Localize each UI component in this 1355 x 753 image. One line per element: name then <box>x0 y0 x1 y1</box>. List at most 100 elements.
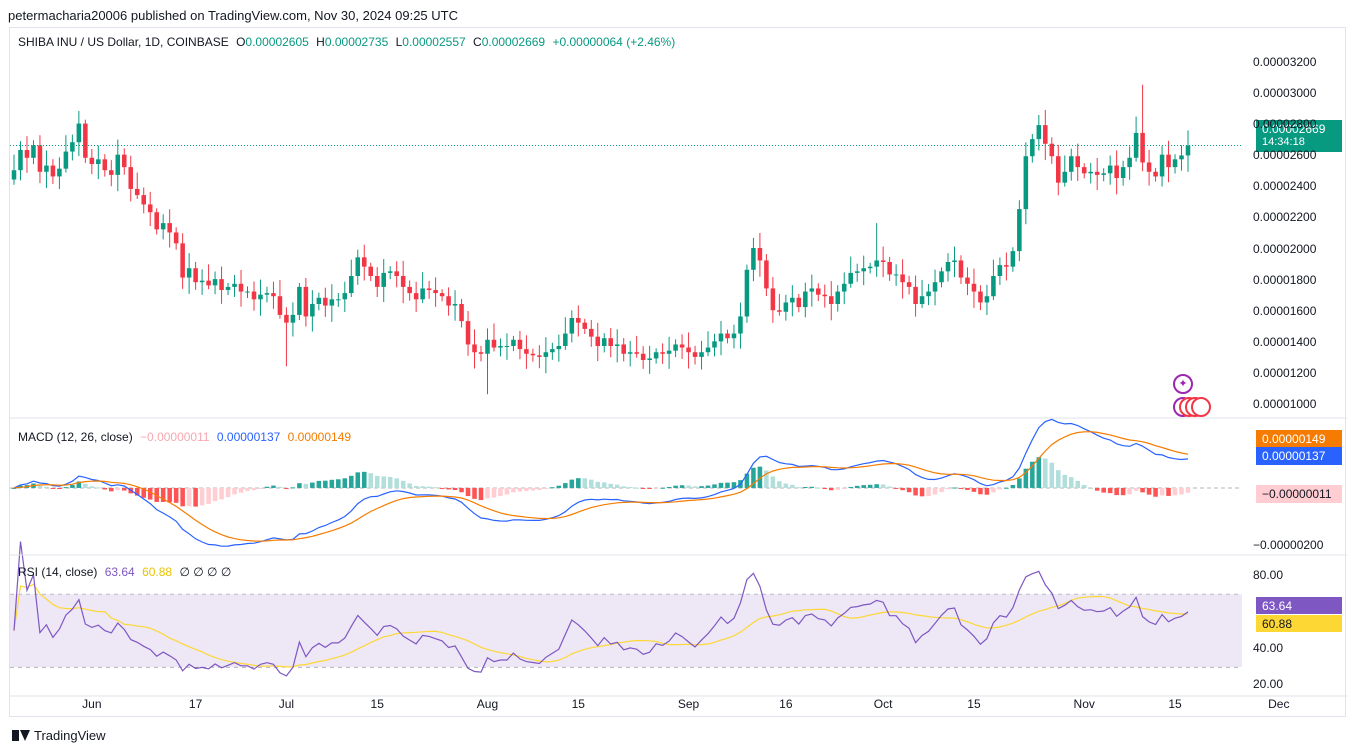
candle-body <box>167 223 172 233</box>
macd-legend-name[interactable]: MACD (12, 26, close) <box>18 430 133 444</box>
chart-frame[interactable]: SHIBA INU / US Dollar, 1D, COINBASE O 0.0… <box>9 27 1347 718</box>
candle-body <box>796 297 802 308</box>
rsi-line <box>13 541 1189 677</box>
candle-body <box>420 288 425 300</box>
candle-body <box>374 276 380 287</box>
macd-hist-bar <box>504 487 510 495</box>
candle-body <box>751 248 756 270</box>
legend-o-label: O <box>236 35 246 49</box>
macd-hist-bar <box>394 478 399 488</box>
macd-hist-bar <box>744 473 750 488</box>
candle-body <box>251 291 257 300</box>
date-tick-label-9: 15 <box>967 697 981 711</box>
candle-body <box>465 321 471 345</box>
macd-hist-bar <box>1088 487 1093 489</box>
candle-body <box>952 260 957 262</box>
candle-body <box>1140 132 1145 163</box>
macd-hist-bar <box>258 487 263 489</box>
macd-hist-bar <box>796 487 802 489</box>
macd-hist-bar <box>361 471 367 488</box>
candle-body <box>446 296 451 306</box>
macd-hist-bar <box>757 466 763 488</box>
legend-symbol[interactable]: SHIBA INU / US Dollar, 1D, COINBASE <box>18 35 229 49</box>
candle-body <box>718 333 724 342</box>
candle-body <box>589 328 594 337</box>
candle-body <box>413 293 419 300</box>
date-tick-label-8: Oct <box>873 697 893 711</box>
macd-hist-bar <box>89 486 95 488</box>
macd-hist-bar <box>984 487 990 495</box>
price-tick-label-2: 0.00002800 <box>1253 117 1317 132</box>
chart-canvas[interactable] <box>10 28 1347 718</box>
macd-hist-bar <box>290 487 296 489</box>
macd-hist-bar <box>1127 487 1132 495</box>
sparkle-icon[interactable]: ✦ <box>1173 374 1193 394</box>
date-tick-label-3: 15 <box>370 697 384 711</box>
candle-body <box>783 302 789 312</box>
last-price-tag: 0.00002669 14:34:18 <box>1256 120 1342 152</box>
candle-body <box>1107 165 1113 174</box>
macd-hist-bar <box>1049 462 1055 488</box>
candle-body <box>459 304 464 322</box>
candle-body <box>212 279 218 286</box>
macd-hist-bar <box>790 484 795 488</box>
macd-hist-bar <box>556 485 562 488</box>
macd-hist-bar <box>1062 474 1068 488</box>
macd-hist-bar <box>1120 487 1126 496</box>
candle-body <box>1010 251 1016 267</box>
candle-body <box>614 344 620 346</box>
candle-body <box>504 346 510 347</box>
macd-hist-bar <box>906 487 912 493</box>
candle-body <box>511 339 516 346</box>
macd-hist-bar <box>679 485 685 488</box>
candle-body <box>1049 143 1055 157</box>
candle-body <box>1023 156 1029 210</box>
macd-hist-bar <box>861 485 866 488</box>
macd-hist-bar <box>978 487 983 495</box>
macd-hist-bar <box>543 487 549 489</box>
candle-body <box>777 310 782 312</box>
rsi-legend-name[interactable]: RSI (14, close) <box>18 565 98 579</box>
date-tick-label-5: 15 <box>571 697 585 711</box>
tradingview-logo[interactable]: TradingView <box>12 728 106 743</box>
candle-body <box>517 339 523 350</box>
macd-hist-bar <box>1172 487 1178 496</box>
macd-hist-bar <box>777 481 782 488</box>
candle-body <box>11 170 17 180</box>
legend-l-label: L <box>395 35 403 49</box>
macd-hist-bar <box>199 487 205 506</box>
macd-hist-bar <box>1166 487 1171 496</box>
macd-hist-bar <box>271 485 276 488</box>
events-icon[interactable] <box>1173 397 1217 417</box>
macd-hist-bar <box>342 478 348 488</box>
candle-body <box>524 349 529 354</box>
candle-body <box>666 350 672 354</box>
macd-hist-bar <box>381 476 386 488</box>
candle-body <box>18 150 23 171</box>
candle-body <box>809 288 815 292</box>
candle-body <box>997 265 1003 276</box>
macd-hist-bar <box>452 487 458 491</box>
candle-body <box>913 286 918 304</box>
candle-body <box>634 352 639 354</box>
macd-hist-bar <box>595 481 601 488</box>
macd-hist-bar <box>1017 478 1022 488</box>
price-tick-label-0: 0.00003200 <box>1253 54 1317 69</box>
candle-body <box>1036 125 1042 140</box>
rsi-tick-label-2: 20.00 <box>1253 677 1284 692</box>
candle-body <box>277 296 283 315</box>
macd-hist-bar <box>569 479 575 488</box>
candle-body <box>582 322 588 329</box>
rsi-tick-label-0: 80.00 <box>1253 568 1284 583</box>
candles <box>11 84 1191 395</box>
candle-body <box>50 165 56 177</box>
candle-body <box>971 283 977 292</box>
candle-body <box>102 159 108 171</box>
macd-hist-bar <box>485 487 490 499</box>
candle-body <box>238 283 244 292</box>
macd-hist-bar <box>478 487 484 501</box>
tradingview-logo-icon <box>12 730 30 741</box>
candle-body <box>569 318 575 334</box>
macd-hist-bar <box>147 487 153 500</box>
candle-body <box>381 272 386 287</box>
